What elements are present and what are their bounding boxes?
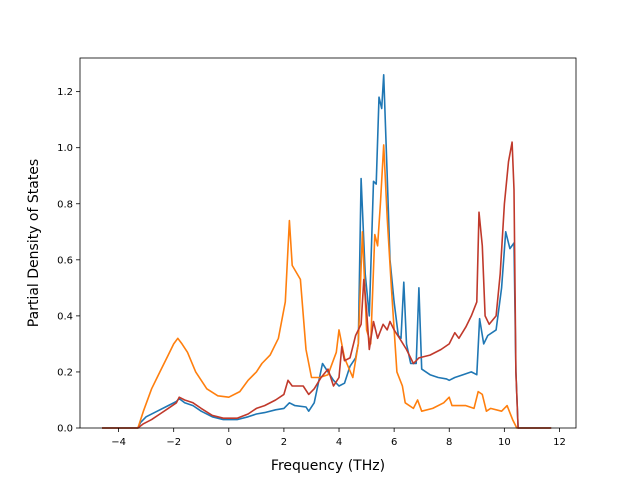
y-tick-label: 0.6	[57, 255, 73, 266]
y-axis-ticks: 0.0 0.2 0.4 0.6 0.8 1.0 1.2	[57, 87, 80, 435]
y-tick-label: 0.4	[57, 311, 73, 322]
x-tick-label: 12	[553, 437, 566, 448]
series-line-3	[102, 141, 552, 429]
x-tick-label: −4	[111, 437, 126, 448]
y-tick-label: 0.8	[57, 199, 73, 210]
y-axis-label: Partial Density of States	[26, 159, 42, 327]
series-line-1	[102, 74, 552, 429]
y-tick-label: 0.0	[57, 424, 73, 435]
x-tick-label: 8	[446, 437, 452, 448]
x-axis-ticks: −4 −2 0 2 4 6 8 10 12	[111, 428, 566, 448]
x-tick-label: 0	[226, 437, 232, 448]
y-tick-label: 1.0	[57, 143, 73, 154]
x-tick-label: 4	[336, 437, 342, 448]
y-tick-label: 1.2	[57, 87, 73, 98]
x-tick-label: −2	[166, 437, 181, 448]
plot-frame	[79, 57, 577, 429]
x-axis-label: Frequency (THz)	[271, 458, 385, 474]
x-tick-label: 10	[498, 437, 511, 448]
series-line-2	[102, 144, 552, 429]
x-tick-label: 2	[281, 437, 287, 448]
x-tick-label: 6	[391, 437, 397, 448]
series-layer	[102, 74, 552, 429]
y-tick-label: 0.2	[57, 367, 73, 378]
